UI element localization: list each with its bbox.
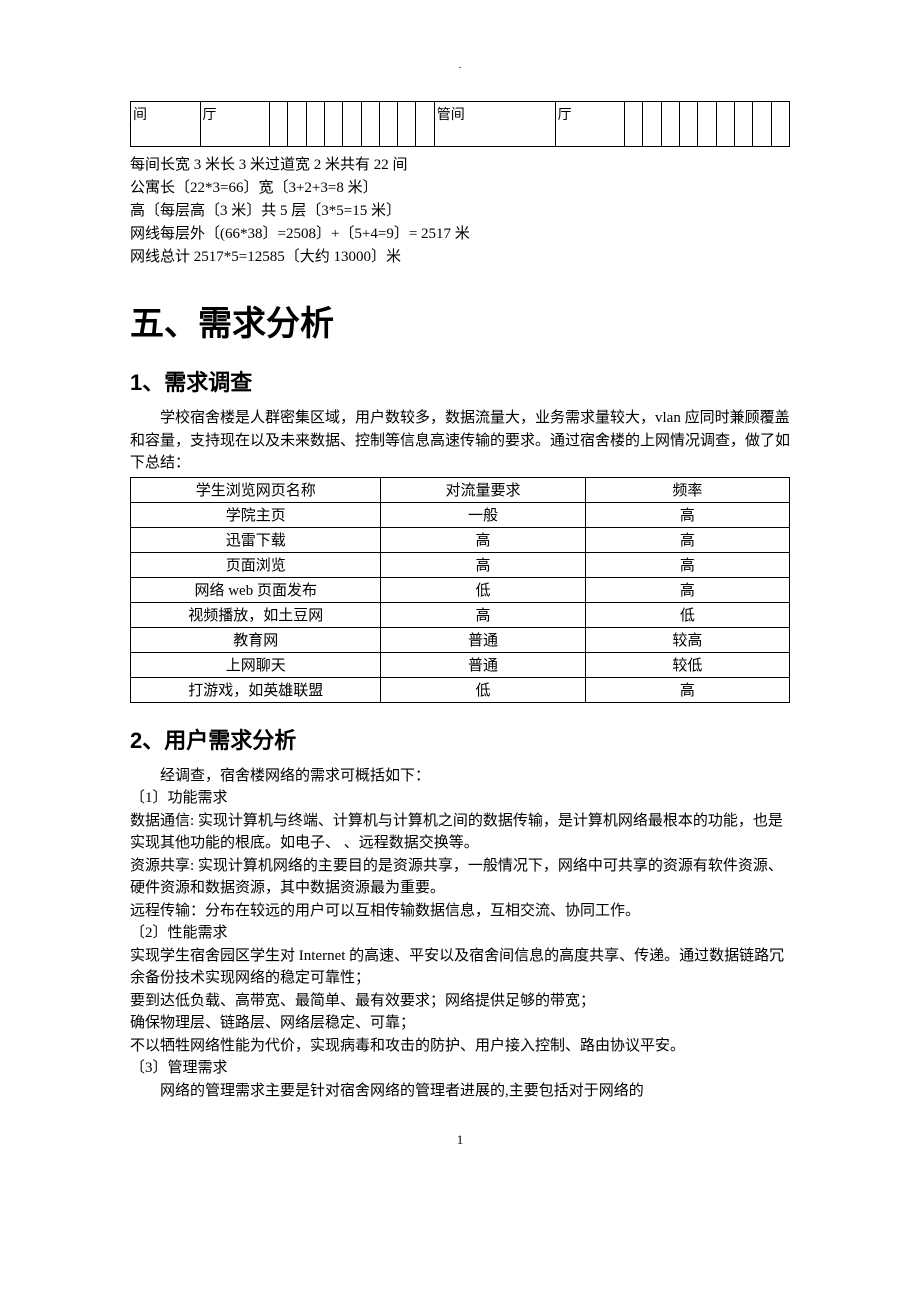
cell: 低 [381, 677, 585, 702]
cell: 低 [585, 602, 789, 627]
col-header: 学生浏览网页名称 [131, 477, 381, 502]
table-row: 教育网 普通 较高 [131, 627, 790, 652]
cell: 高 [381, 602, 585, 627]
cell: 打游戏，如英雄联盟 [131, 677, 381, 702]
header-marker: . [130, 60, 790, 71]
cell [661, 102, 679, 147]
cell: 学院主页 [131, 502, 381, 527]
cell [416, 102, 434, 147]
cell: 高 [381, 552, 585, 577]
cell: 高 [585, 677, 789, 702]
cell: 普通 [381, 627, 585, 652]
body-line: 数据通信: 实现计算机与终端、计算机与计算机之间的数据传输，是计算机网络最根本的… [130, 810, 790, 855]
body-line: 网络的管理需求主要是针对宿舍网络的管理者进展的,主要包括对于网络的 [130, 1080, 790, 1103]
cell: 教育网 [131, 627, 381, 652]
col-header: 频率 [585, 477, 789, 502]
cell: 厅 [555, 102, 625, 147]
col-header: 对流量要求 [381, 477, 585, 502]
cell [270, 102, 288, 147]
cell: 上网聊天 [131, 652, 381, 677]
cell: 高 [381, 527, 585, 552]
calculation-block: 每间长宽 3 米长 3 米过道宽 2 米共有 22 间 公寓长〔22*3=66〕… [130, 155, 790, 268]
section-5-heading: 五、需求分析 [130, 296, 790, 345]
body-line: 远程传输：分布在较远的用户可以互相传输数据信息，互相交流、协同工作。 [130, 900, 790, 923]
body-line: 确保物理层、链路层、网络层稳定、可靠； [130, 1012, 790, 1035]
cell [343, 102, 361, 147]
cell [324, 102, 342, 147]
calc-line: 公寓长〔22*3=66〕宽〔3+2+3=8 米〕 [130, 178, 790, 199]
cell: 普通 [381, 652, 585, 677]
cell [753, 102, 771, 147]
calc-line: 网线总计 2517*5=12585〔大约 13000〕米 [130, 247, 790, 268]
cell [379, 102, 397, 147]
table-row: 迅雷下载 高 高 [131, 527, 790, 552]
calc-line: 每间长宽 3 米长 3 米过道宽 2 米共有 22 间 [130, 155, 790, 176]
cell [361, 102, 379, 147]
cell: 高 [585, 577, 789, 602]
cell: 厅 [200, 102, 270, 147]
table-row: 学院主页 一般 高 [131, 502, 790, 527]
cell: 高 [585, 527, 789, 552]
cell: 网络 web 页面发布 [131, 577, 381, 602]
calc-line: 网线每层外〔(66*38〕=2508〕+〔5+4=9〕= 2517 米 [130, 224, 790, 245]
cell: 页面浏览 [131, 552, 381, 577]
body-line: 〔1〕功能需求 [130, 787, 790, 810]
cell: 低 [381, 577, 585, 602]
cell [288, 102, 306, 147]
calc-line: 高〔每层高〔3 米〕共 5 层〔3*5=15 米〕 [130, 201, 790, 222]
subsection-2-heading: 2、用户需求分析 [130, 723, 790, 755]
subsection-1-heading: 1、需求调查 [130, 365, 790, 397]
cell: 较低 [585, 652, 789, 677]
cell [698, 102, 716, 147]
cell [625, 102, 643, 147]
table-row: 间 厅 管间 厅 [131, 102, 790, 147]
cell [643, 102, 661, 147]
cell: 一般 [381, 502, 585, 527]
cell [306, 102, 324, 147]
cell [734, 102, 752, 147]
body-line: 资源共享: 实现计算机网络的主要目的是资源共享，一般情况下，网络中可共享的资源有… [130, 855, 790, 900]
cell: 视频播放，如土豆网 [131, 602, 381, 627]
table-row: 页面浏览 高 高 [131, 552, 790, 577]
page-number: 1 [130, 1132, 790, 1148]
cell: 管间 [434, 102, 555, 147]
table-row: 视频播放，如土豆网 高 低 [131, 602, 790, 627]
table-header-row: 学生浏览网页名称 对流量要求 频率 [131, 477, 790, 502]
table-row: 打游戏，如英雄联盟 低 高 [131, 677, 790, 702]
cell [716, 102, 734, 147]
table-row: 上网聊天 普通 较低 [131, 652, 790, 677]
table-row: 网络 web 页面发布 低 高 [131, 577, 790, 602]
room-layout-table: 间 厅 管间 厅 [130, 101, 790, 147]
cell [398, 102, 416, 147]
body-line: 经调查，宿舍楼网络的需求可概括如下： [130, 765, 790, 788]
cell [680, 102, 698, 147]
cell [771, 102, 790, 147]
cell: 较高 [585, 627, 789, 652]
cell: 高 [585, 502, 789, 527]
body-line: 〔2〕性能需求 [130, 922, 790, 945]
body-line: 实现学生宿舍园区学生对 Internet 的高速、平安以及宿舍间信息的高度共享、… [130, 945, 790, 990]
cell: 间 [131, 102, 201, 147]
cell: 高 [585, 552, 789, 577]
cell: 迅雷下载 [131, 527, 381, 552]
document-page: . 间 厅 管间 厅 每间长宽 3 米长 3 [0, 0, 920, 1302]
body-line: 要到达低负载、高带宽、最简单、最有效要求；网络提供足够的带宽； [130, 990, 790, 1013]
requirements-table: 学生浏览网页名称 对流量要求 频率 学院主页 一般 高 迅雷下载 高 高 页面浏… [130, 477, 790, 703]
sub1-paragraph: 学校宿舍楼是人群密集区域，用户数较多，数据流量大，业务需求量较大，vlan 应同… [130, 407, 790, 475]
body-line: 不以牺牲网络性能为代价，实现病毒和攻击的防护、用户接入控制、路由协议平安。 [130, 1035, 790, 1058]
body-line: 〔3〕管理需求 [130, 1057, 790, 1080]
